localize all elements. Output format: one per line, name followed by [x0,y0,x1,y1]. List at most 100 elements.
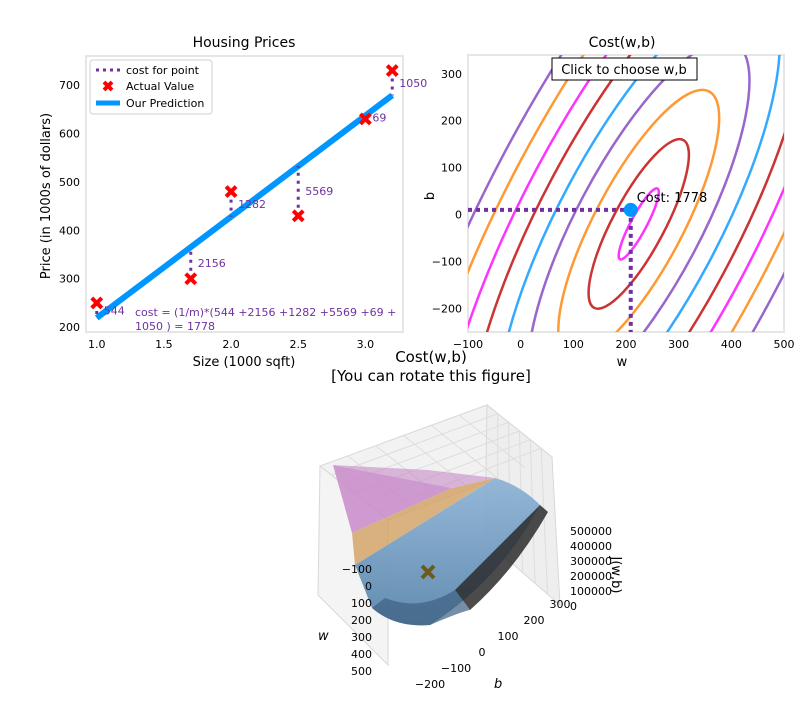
surface-b-tick-label: −100 [441,662,471,675]
selected-point [623,202,638,217]
surface-b-tick-label: 0 [479,646,486,659]
surface-w-tick-label: 100 [351,597,372,610]
choose-wb-button-box[interactable] [551,57,698,81]
actual-marker [90,296,104,310]
surface-selected-marker [420,564,436,580]
legend-actual-swatch [102,80,114,92]
contour-xtick-label: 0 [517,338,524,351]
contour-ylabel: b [423,192,438,200]
housing-axes: 1.0 1.5 2.0 2.5 3.0 200 300 400 500 600 700 [59,79,374,351]
cost-point-label: 1050 [399,77,427,90]
housing-xtick-label: 1.5 [155,338,173,351]
housing-xtick-label: 2.0 [222,338,240,351]
contour-title: Cost(w,b) [589,35,656,51]
contour-axes: −100 0 100 200 300 400 500 −200 −100 0 100 200 300 [432,68,795,351]
actual-marker [184,272,198,286]
surface-w-label: w [318,629,329,644]
surface-z-tick-label: 100000 [570,585,612,598]
surface-w-tick-label: 400 [351,648,372,661]
cost-surface [333,465,548,626]
contour-marks: Cost: 1778 [468,191,707,332]
surface-region-pink [333,465,452,533]
contour-xtick-label: 100 [563,338,584,351]
contour-ytick-label: 300 [441,68,462,81]
housing-chart: Housing Prices 1.0 1.5 2.0 2.5 3.0 200 300 400 5… [39,35,427,370]
cost-annotation-line2: 1050 ) = 1778 [135,320,215,333]
legend-box [89,59,213,115]
contour-ytick-label: −200 [432,303,462,316]
surface-b-ticks: −200 −100 0 100 200 300 [415,598,571,691]
surface-w-tick-label: 200 [351,614,372,627]
housing-title: Housing Prices [193,35,296,51]
surface-chart[interactable]: Cost(w,b) [You can rotate this figure] −… [317,348,623,692]
housing-xlabel: Size (1000 sqft) [193,355,296,370]
surface-z-tick-label: 500000 [570,525,612,538]
legend-actual-label: Actual Value [126,80,194,93]
cost-point-label: 544 [104,304,125,317]
contour-ytick-label: 100 [441,162,462,175]
contour-ytick-label: −100 [432,256,462,269]
housing-ytick-label: 500 [59,176,80,189]
contour-xtick-label: 500 [774,338,795,351]
surface-w-tick-label: −100 [342,563,372,576]
choose-wb-button-label[interactable]: Click to choose w,b [561,63,687,78]
contour-xlabel: w [617,355,628,370]
surface-b-tick-label: 100 [498,630,519,643]
surface-grid-line [540,448,548,595]
actual-marker [358,112,372,126]
surface-title: Cost(w,b) [395,348,467,366]
housing-xtick-label: 1.0 [88,338,106,351]
surface-dark-edge [455,505,548,610]
surface-region-orange [352,478,495,565]
contour-ring [468,55,784,332]
contour-ring [557,88,721,332]
housing-ytick-label: 700 [59,79,80,92]
contour-ring [468,55,784,332]
surface-shadow [372,590,470,626]
housing-xtick-label: 2.5 [289,338,307,351]
contour-xtick-label: 200 [616,338,637,351]
surface-w-tick-label: 500 [351,665,372,678]
housing-ytick-label: 400 [59,224,80,237]
contour-xtick-label: 400 [721,338,742,351]
surface-b-tick-label: 300 [550,598,571,611]
contour-xtick-label: −100 [453,338,483,351]
surface-region-pink-top [333,465,495,488]
surface-z-tick-label: 400000 [570,540,612,553]
prediction-line [94,92,395,321]
housing-ytick-label: 200 [59,321,80,334]
actual-marker [224,185,238,198]
surface-region-blue [355,478,540,626]
surface-z-tick-label: 300000 [570,555,612,568]
contour-ring [526,55,751,332]
choose-wb-button[interactable]: Click to choose w,b [551,57,698,81]
legend-prediction-label: Our Prediction [126,97,204,110]
contour-xtick-label: 300 [668,338,689,351]
surface-subtitle: [You can rotate this figure] [331,367,531,385]
housing-ytick-label: 600 [59,127,80,140]
surface-z-label: J(w,b) [608,556,623,594]
contour-ytick-label: 0 [455,209,462,222]
cost-annotation-line1: cost = (1/m)*(544 +2156 +1282 +5569 +69 … [135,306,396,319]
legend-cost-label: cost for point [126,64,200,77]
contour-ring [468,55,784,332]
contour-chart: Cost(w,b) −100 0 100 200 300 400 500 −200 −100 0 1… [423,35,795,370]
surface-b-label: b [494,677,502,692]
surface-w-ticks: −100 0 100 200 300 400 500 [342,563,372,678]
housing-legend: cost for point Actual Value Our Predicti… [89,59,213,115]
actual-marker [385,64,399,77]
surface-w-tick-label: 300 [351,631,372,644]
contour-ytick-label: 200 [441,115,462,128]
cost-point-label: 1282 [238,198,266,211]
housing-ylabel: Price (in 1000s of dollars) [39,113,54,279]
surface-z-tick-label: 0 [570,600,577,613]
surface-w-tick-label: 0 [365,580,372,593]
selected-point-label: Cost: 1778 [637,191,708,206]
surface-b-tick-label: −200 [415,678,445,691]
cost-point-label: 5569 [305,185,333,198]
housing-xtick-label: 3.0 [357,338,375,351]
contour-ring [496,55,782,332]
cost-point-label: 2156 [198,257,226,270]
surface-z-ticks: 500000 400000 300000 200000 100000 0 [570,525,612,613]
